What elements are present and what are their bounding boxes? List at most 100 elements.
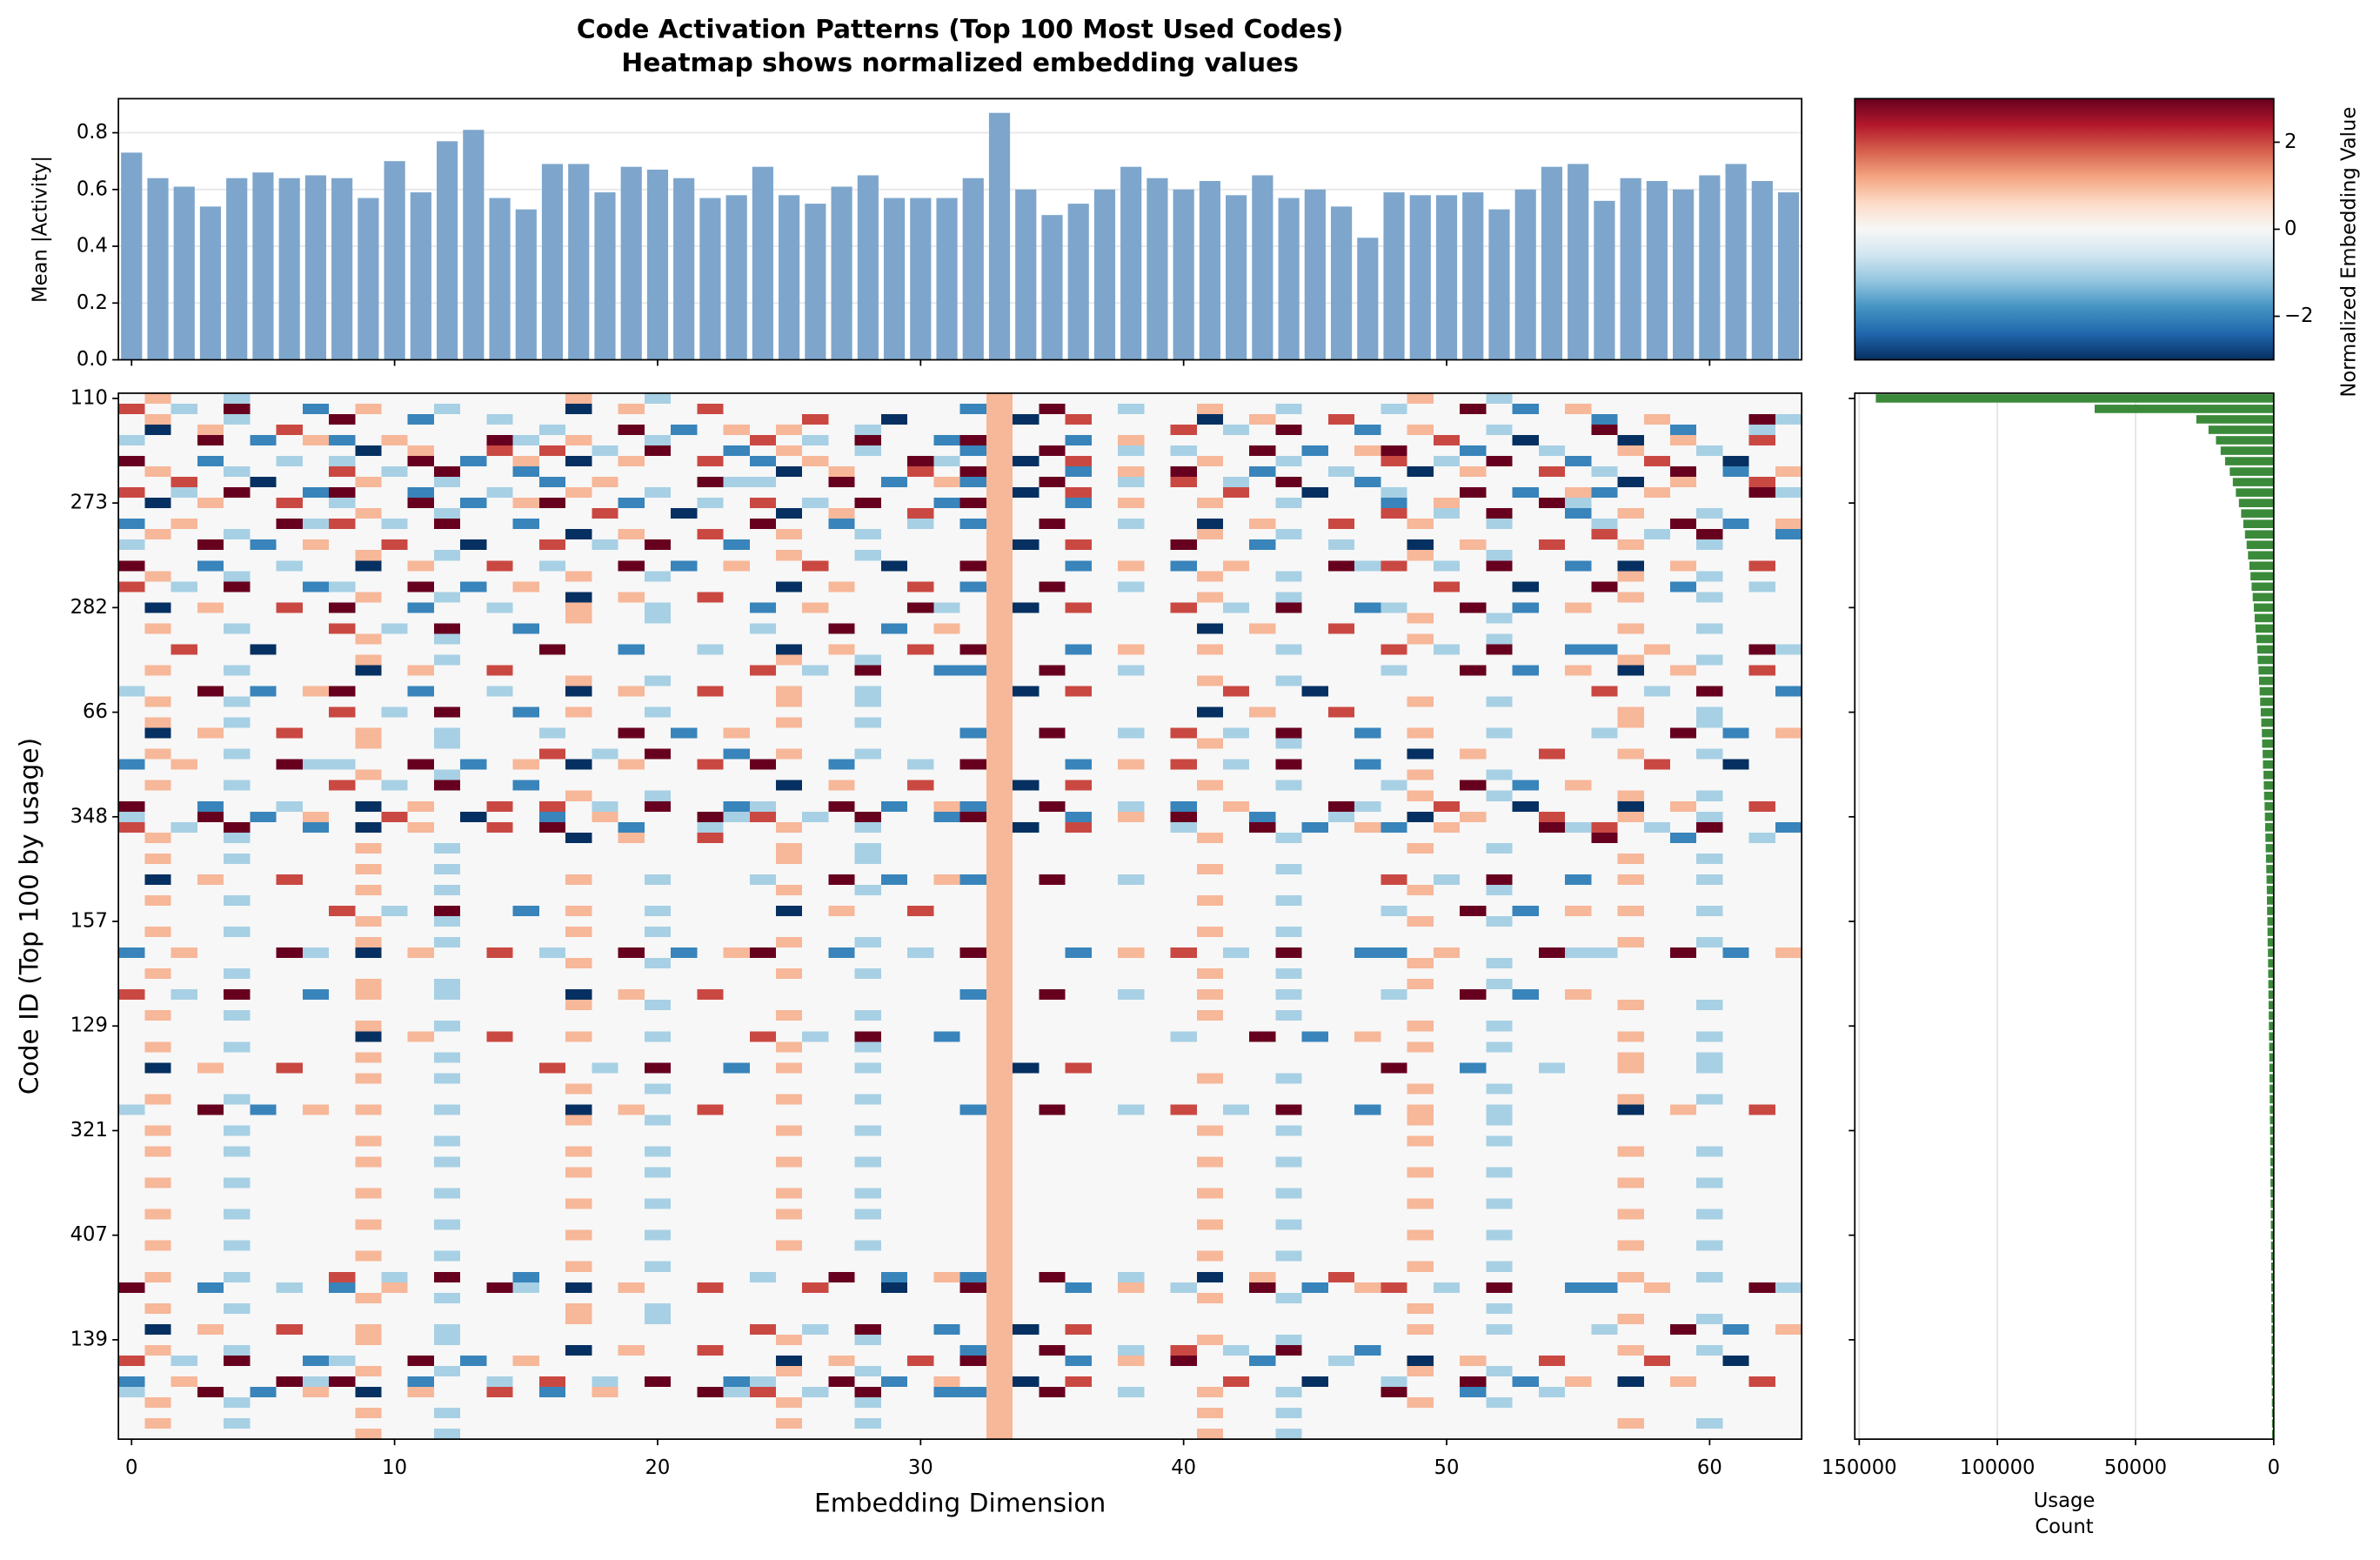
- heatmap-cell: [828, 727, 856, 740]
- heatmap-cell: [802, 1156, 830, 1168]
- heatmap-cell: [1039, 717, 1066, 729]
- heatmap-cell: [802, 1000, 830, 1011]
- heatmap-cell: [1196, 727, 1224, 740]
- heatmap-cell: [1327, 403, 1355, 415]
- heatmap-cell: [512, 633, 540, 645]
- heatmap-cell: [118, 1156, 145, 1168]
- heatmap-cell: [1748, 853, 1776, 865]
- heatmap-cell: [512, 706, 540, 719]
- heatmap-cell: [1354, 842, 1381, 854]
- heatmap-cell: [460, 790, 487, 802]
- heatmap-cell: [1327, 800, 1355, 813]
- bar: [752, 166, 773, 360]
- heatmap-cell: [1617, 654, 1645, 666]
- heatmap-cell: [1669, 665, 1697, 677]
- heatmap-cell: [1433, 654, 1461, 666]
- heatmap-cell: [802, 696, 830, 708]
- heatmap-cell: [776, 686, 803, 698]
- heatmap-cell: [407, 675, 435, 687]
- heatmap-cell: [565, 466, 592, 478]
- heatmap-cell: [697, 874, 725, 886]
- heatmap-cell: [592, 1010, 619, 1021]
- heatmap-cell: [486, 686, 514, 698]
- heatmap-cell: [1118, 989, 1145, 1001]
- heatmap-cell: [355, 937, 383, 948]
- heatmap-cell: [197, 738, 224, 750]
- heatmap-cell: [671, 759, 698, 771]
- heatmap-cell: [1144, 613, 1172, 624]
- heatmap-cell: [1512, 937, 1540, 948]
- heatmap-cell: [644, 477, 672, 488]
- heatmap-cell: [250, 738, 277, 750]
- heatmap-cell: [1144, 790, 1172, 802]
- heatmap-cell: [1301, 1115, 1329, 1126]
- heatmap-cell: [986, 811, 1013, 823]
- heatmap-cell: [1275, 592, 1303, 603]
- heatmap-cell: [959, 916, 987, 927]
- heatmap-cell: [1407, 863, 1434, 875]
- heatmap-cell: [1013, 853, 1040, 865]
- heatmap-cell: [1407, 832, 1434, 844]
- heatmap-cell: [1460, 832, 1487, 844]
- heatmap-cell: [1223, 581, 1250, 593]
- heatmap-cell: [1565, 905, 1592, 917]
- heatmap-cell: [1301, 456, 1329, 467]
- heatmap-cell: [959, 550, 987, 561]
- heatmap-cell: [1196, 800, 1224, 813]
- heatmap-cell: [1722, 1052, 1750, 1063]
- heatmap-cell: [1249, 769, 1276, 781]
- heatmap-cell: [933, 623, 961, 634]
- heatmap-cell: [880, 571, 908, 582]
- heatmap-cell: [1275, 1125, 1303, 1136]
- bar: [1594, 200, 1615, 360]
- heatmap-cell: [1775, 853, 1802, 865]
- heatmap-cell: [355, 633, 383, 645]
- heatmap-cell: [933, 947, 961, 959]
- heatmap-cell: [1722, 832, 1750, 844]
- heatmap-cell: [1381, 853, 1408, 865]
- heatmap-cell: [302, 1125, 330, 1136]
- heatmap-cell: [907, 392, 934, 405]
- heatmap-cell: [1486, 947, 1514, 959]
- heatmap-cell: [197, 519, 224, 530]
- heatmap-cell: [355, 800, 383, 813]
- heatmap-cell: [1538, 539, 1566, 551]
- heatmap-cell: [224, 1062, 251, 1074]
- heatmap-cell: [381, 1167, 409, 1179]
- heatmap-cell: [1748, 592, 1776, 603]
- heatmap-cell: [1722, 675, 1750, 687]
- heatmap-cell: [986, 550, 1013, 561]
- heatmap-cell: [1170, 979, 1198, 990]
- heatmap-cell: [1301, 1146, 1329, 1158]
- heatmap-cell: [433, 916, 461, 927]
- heatmap-cell: [1643, 487, 1671, 499]
- heatmap-cell: [1144, 811, 1172, 823]
- heatmap-cell: [1170, 884, 1198, 896]
- heatmap-cell: [1748, 1010, 1776, 1021]
- heatmap-cell: [1748, 477, 1776, 488]
- heatmap-cell: [1748, 1094, 1776, 1105]
- heatmap-cell: [776, 874, 803, 886]
- heatmap-cell: [224, 1052, 251, 1063]
- heatmap-cell: [880, 466, 908, 478]
- heatmap-cell: [329, 905, 356, 917]
- heatmap-cell: [1091, 790, 1119, 802]
- heatmap-cell: [512, 1083, 540, 1095]
- heatmap-cell: [302, 571, 330, 582]
- heatmap-cell: [776, 759, 803, 771]
- heatmap-cell: [1381, 832, 1408, 844]
- heatmap-cell: [381, 1062, 409, 1074]
- heatmap-cell: [1065, 727, 1093, 740]
- heatmap-cell: [250, 717, 277, 729]
- heatmap-cell: [486, 1094, 514, 1105]
- heatmap-cell: [907, 1177, 934, 1189]
- heatmap-cell: [302, 696, 330, 708]
- heatmap-cell: [197, 665, 224, 677]
- heatmap-cell: [1065, 445, 1093, 457]
- heatmap-cell: [776, 1031, 803, 1042]
- heatmap-cell: [986, 905, 1013, 917]
- heatmap-cell: [1144, 706, 1172, 719]
- heatmap-cell: [250, 466, 277, 478]
- heatmap-cell: [276, 759, 304, 771]
- heatmap-cell: [828, 665, 856, 677]
